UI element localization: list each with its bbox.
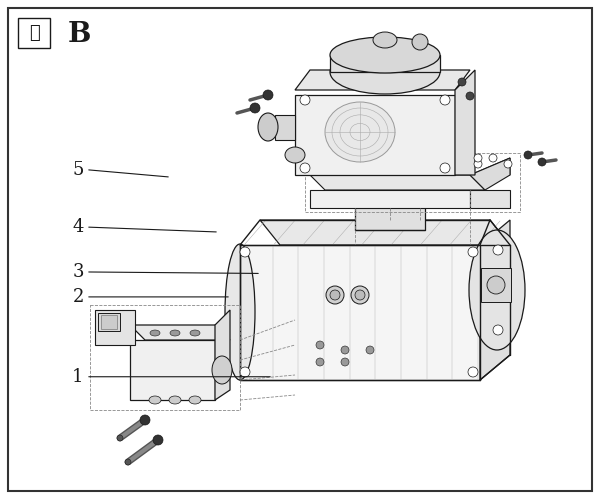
Ellipse shape [474, 160, 482, 168]
Ellipse shape [285, 147, 305, 163]
Ellipse shape [468, 247, 478, 257]
Ellipse shape [240, 247, 250, 257]
Text: 图: 图 [29, 24, 40, 42]
Text: 4: 4 [73, 218, 83, 236]
Ellipse shape [493, 245, 503, 255]
Ellipse shape [440, 95, 450, 105]
Ellipse shape [351, 286, 369, 304]
Text: B: B [68, 20, 91, 47]
Ellipse shape [493, 325, 503, 335]
Ellipse shape [330, 37, 440, 73]
Ellipse shape [330, 290, 340, 300]
Ellipse shape [140, 415, 150, 425]
Ellipse shape [258, 113, 278, 141]
Ellipse shape [538, 158, 546, 166]
Ellipse shape [469, 230, 525, 350]
Polygon shape [470, 158, 510, 190]
Polygon shape [95, 310, 135, 345]
Polygon shape [455, 70, 475, 175]
Ellipse shape [212, 356, 232, 384]
Ellipse shape [504, 160, 512, 168]
Ellipse shape [330, 50, 440, 94]
Ellipse shape [263, 90, 273, 100]
Ellipse shape [150, 330, 160, 336]
Ellipse shape [300, 95, 310, 105]
Bar [98, 313, 120, 331]
Ellipse shape [170, 330, 180, 336]
Polygon shape [275, 115, 295, 140]
Text: 5: 5 [73, 161, 83, 179]
Ellipse shape [489, 154, 497, 162]
Ellipse shape [355, 177, 425, 193]
Bar [101, 315, 117, 329]
Ellipse shape [125, 459, 131, 465]
Bar [355, 200, 425, 230]
Polygon shape [310, 175, 485, 190]
Text: 2: 2 [73, 288, 83, 306]
Text: 1: 1 [72, 368, 84, 386]
Ellipse shape [366, 346, 374, 354]
Polygon shape [260, 220, 510, 245]
Polygon shape [240, 245, 480, 380]
Polygon shape [470, 158, 510, 175]
Text: 3: 3 [72, 263, 84, 281]
Ellipse shape [169, 396, 181, 404]
Ellipse shape [316, 341, 324, 349]
Ellipse shape [117, 435, 123, 441]
Polygon shape [295, 70, 470, 90]
Polygon shape [130, 325, 230, 340]
Bar [310, 190, 470, 208]
Ellipse shape [225, 244, 255, 380]
Polygon shape [215, 310, 230, 400]
Ellipse shape [487, 276, 505, 294]
Ellipse shape [341, 358, 349, 366]
Ellipse shape [341, 346, 349, 354]
Ellipse shape [412, 34, 428, 50]
Bar [18, 18, 50, 48]
Bar [481, 268, 511, 302]
Ellipse shape [149, 396, 161, 404]
Polygon shape [330, 55, 440, 72]
Ellipse shape [250, 103, 260, 113]
Ellipse shape [440, 163, 450, 173]
Ellipse shape [300, 163, 310, 173]
Ellipse shape [240, 367, 250, 377]
Bar [470, 190, 510, 208]
Ellipse shape [326, 286, 344, 304]
Polygon shape [480, 220, 510, 380]
Ellipse shape [474, 154, 482, 162]
Ellipse shape [190, 330, 200, 336]
Polygon shape [295, 95, 455, 175]
Ellipse shape [468, 367, 478, 377]
Ellipse shape [325, 102, 395, 162]
Ellipse shape [524, 151, 532, 159]
Ellipse shape [373, 32, 397, 48]
Polygon shape [130, 340, 215, 400]
Ellipse shape [458, 78, 466, 86]
Ellipse shape [153, 435, 163, 445]
Polygon shape [355, 185, 425, 200]
Ellipse shape [189, 396, 201, 404]
Ellipse shape [355, 290, 365, 300]
Ellipse shape [466, 92, 474, 100]
Ellipse shape [316, 358, 324, 366]
